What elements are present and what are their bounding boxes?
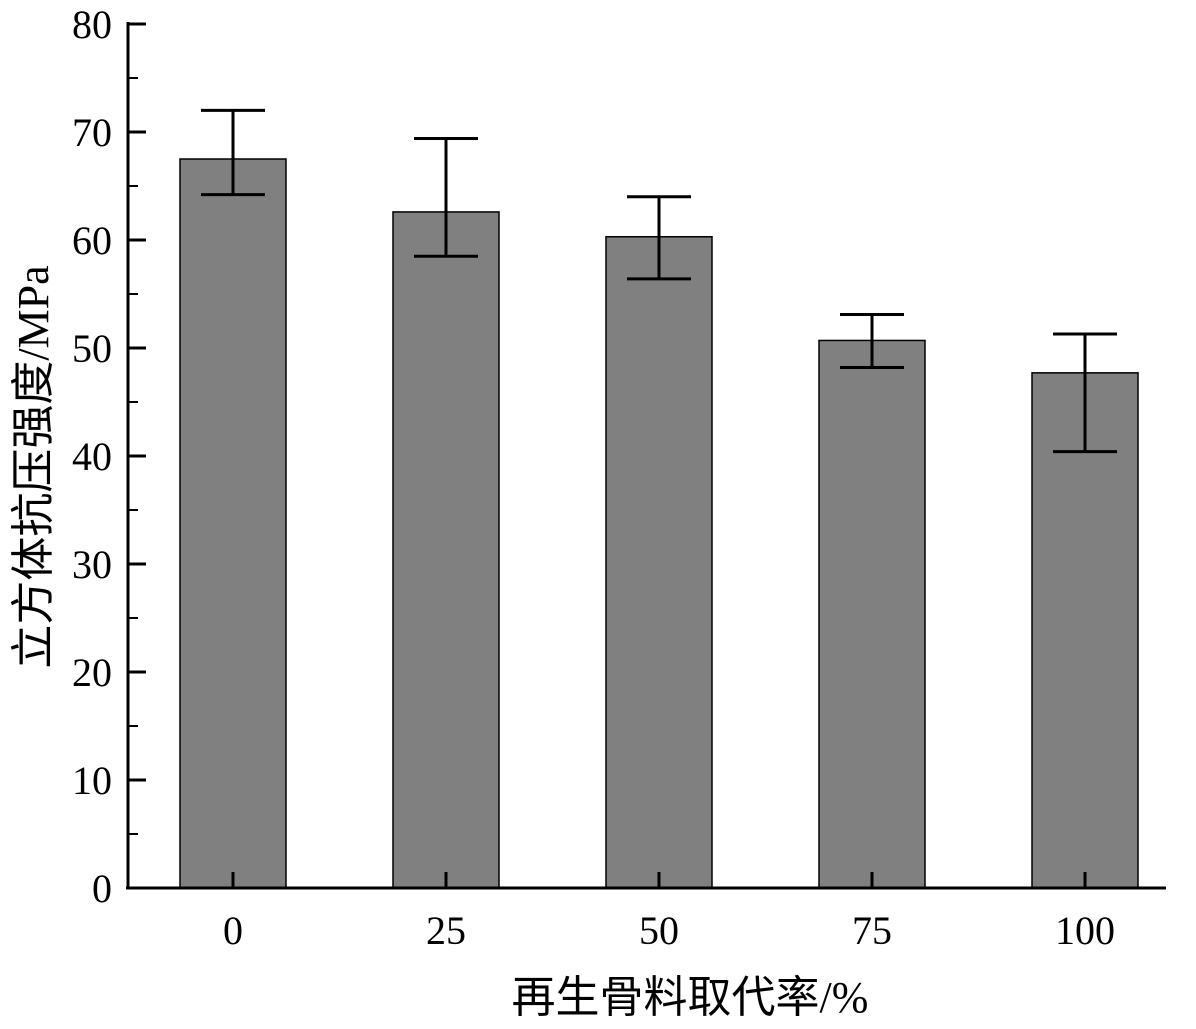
x-tick-label: 100 [1055, 908, 1115, 953]
y-tick-label: 10 [72, 758, 112, 803]
y-ticks-group: 0 10 20 30 40 50 60 70 80 [72, 2, 146, 911]
x-axis-title: 再生骨料取代率/% [512, 973, 869, 1022]
y-tick-label: 80 [72, 2, 112, 47]
y-axis-title: 立方体抗压强度/MPa [9, 265, 58, 668]
bar-100 [1031, 372, 1139, 889]
error-bars-group [201, 108, 1117, 454]
x-tick-label: 25 [426, 908, 466, 953]
bar-25 [392, 211, 500, 889]
bar-75 [818, 339, 926, 889]
y-tick-label: 0 [92, 866, 112, 911]
y-tick-label: 40 [72, 434, 112, 479]
y-tick-label: 20 [72, 650, 112, 695]
x-tick-label: 75 [852, 908, 892, 953]
y-tick-label: 60 [72, 218, 112, 263]
y-tick-label: 70 [72, 110, 112, 155]
y-tick-label: 30 [72, 542, 112, 587]
y-tick-label: 50 [72, 326, 112, 371]
bar-0 [179, 158, 287, 889]
x-ticks-group: 0 25 50 75 100 [223, 872, 1115, 953]
x-tick-label: 50 [639, 908, 679, 953]
x-tick-label: 0 [223, 908, 243, 953]
bar-50 [605, 236, 713, 889]
